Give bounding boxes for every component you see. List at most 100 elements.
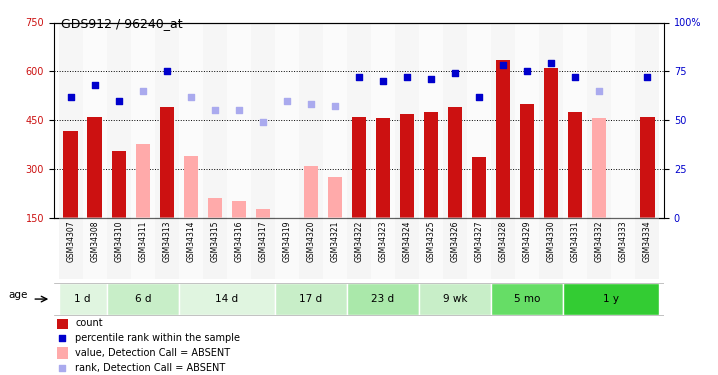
Bar (107, 217, 131, 279)
Point (305, 101, 317, 107)
Bar (496, 60, 510, 217)
Text: 1 y: 1 y (603, 294, 620, 304)
Bar (227, 217, 251, 279)
Text: GSM34315: GSM34315 (210, 220, 219, 262)
Text: age: age (8, 291, 27, 300)
Bar (544, 68, 559, 218)
Point (473, 94, 485, 100)
Bar (419, 22, 443, 218)
Bar (251, 22, 275, 218)
Point (449, 70, 461, 76)
Bar (155, 22, 179, 218)
Point (425, 76, 437, 82)
Text: GSM34328: GSM34328 (499, 220, 508, 262)
Text: 23 d: 23 d (371, 294, 395, 304)
Bar (327, 177, 342, 218)
Text: GSM34323: GSM34323 (378, 220, 388, 262)
Bar (491, 217, 516, 279)
Bar (635, 22, 659, 218)
Bar (592, 118, 607, 218)
Bar (467, 22, 491, 218)
Text: GSM34320: GSM34320 (307, 220, 315, 262)
Bar (299, 217, 323, 279)
Bar (371, 217, 395, 279)
Text: count: count (75, 318, 103, 328)
Point (569, 74, 581, 80)
Text: GSM34317: GSM34317 (258, 220, 267, 262)
Point (233, 107, 245, 113)
Text: 1 d: 1 d (75, 294, 91, 304)
Text: GSM34331: GSM34331 (571, 220, 579, 262)
Bar (159, 107, 174, 218)
Text: GSM34319: GSM34319 (282, 220, 292, 262)
Bar (323, 22, 347, 218)
Bar (83, 217, 107, 279)
Bar (202, 22, 227, 218)
Bar (347, 217, 371, 279)
Text: GSM34316: GSM34316 (234, 220, 243, 262)
Bar (635, 217, 659, 279)
Point (498, 62, 509, 68)
Bar (611, 217, 635, 279)
Bar (59, 22, 83, 218)
Point (546, 60, 557, 66)
Text: 17 d: 17 d (299, 294, 322, 304)
Bar (107, 283, 179, 315)
Bar (184, 156, 198, 218)
Bar (179, 283, 275, 315)
Bar (88, 117, 102, 218)
Text: GSM34311: GSM34311 (139, 220, 147, 262)
Bar (304, 165, 318, 218)
Text: GSM34326: GSM34326 (451, 220, 460, 262)
Bar (275, 22, 299, 218)
Text: GSM34334: GSM34334 (643, 220, 652, 262)
Bar (232, 201, 246, 217)
Bar (611, 22, 635, 218)
Bar (640, 117, 655, 218)
Point (209, 107, 220, 113)
Bar (568, 112, 582, 218)
Text: GSM34327: GSM34327 (475, 220, 484, 262)
Bar (179, 217, 202, 279)
Bar (107, 22, 131, 218)
Point (521, 68, 533, 74)
Bar (111, 151, 126, 217)
Bar (539, 217, 563, 279)
Bar (131, 22, 155, 218)
Bar (136, 144, 150, 218)
Bar (63, 131, 78, 218)
Bar (491, 22, 516, 218)
Bar (83, 22, 107, 218)
Bar (227, 22, 251, 218)
Text: 6 d: 6 d (134, 294, 151, 304)
Text: GSM34307: GSM34307 (66, 220, 75, 262)
Bar (57, 316, 68, 329)
Bar (520, 104, 534, 218)
Text: percentile rank within the sample: percentile rank within the sample (75, 333, 241, 343)
Point (137, 88, 149, 94)
Point (401, 74, 413, 80)
Text: GSM34308: GSM34308 (90, 220, 99, 262)
Point (257, 119, 269, 125)
Point (57, 335, 68, 341)
Bar (395, 217, 419, 279)
Text: 9 wk: 9 wk (443, 294, 467, 304)
Bar (131, 217, 155, 279)
Point (353, 74, 365, 80)
Bar (275, 217, 299, 279)
Bar (155, 217, 179, 279)
Bar (251, 217, 275, 279)
Bar (179, 22, 202, 218)
Point (281, 98, 293, 104)
Text: 14 d: 14 d (215, 294, 238, 304)
Text: GSM34322: GSM34322 (355, 220, 363, 262)
Point (57, 364, 68, 370)
Point (377, 78, 388, 84)
Bar (57, 347, 68, 359)
Bar (275, 283, 347, 315)
Bar (323, 217, 347, 279)
Text: GSM34332: GSM34332 (595, 220, 604, 262)
Text: GSM34310: GSM34310 (114, 220, 123, 262)
Text: GDS912 / 96240_at: GDS912 / 96240_at (61, 17, 182, 30)
Bar (587, 217, 611, 279)
